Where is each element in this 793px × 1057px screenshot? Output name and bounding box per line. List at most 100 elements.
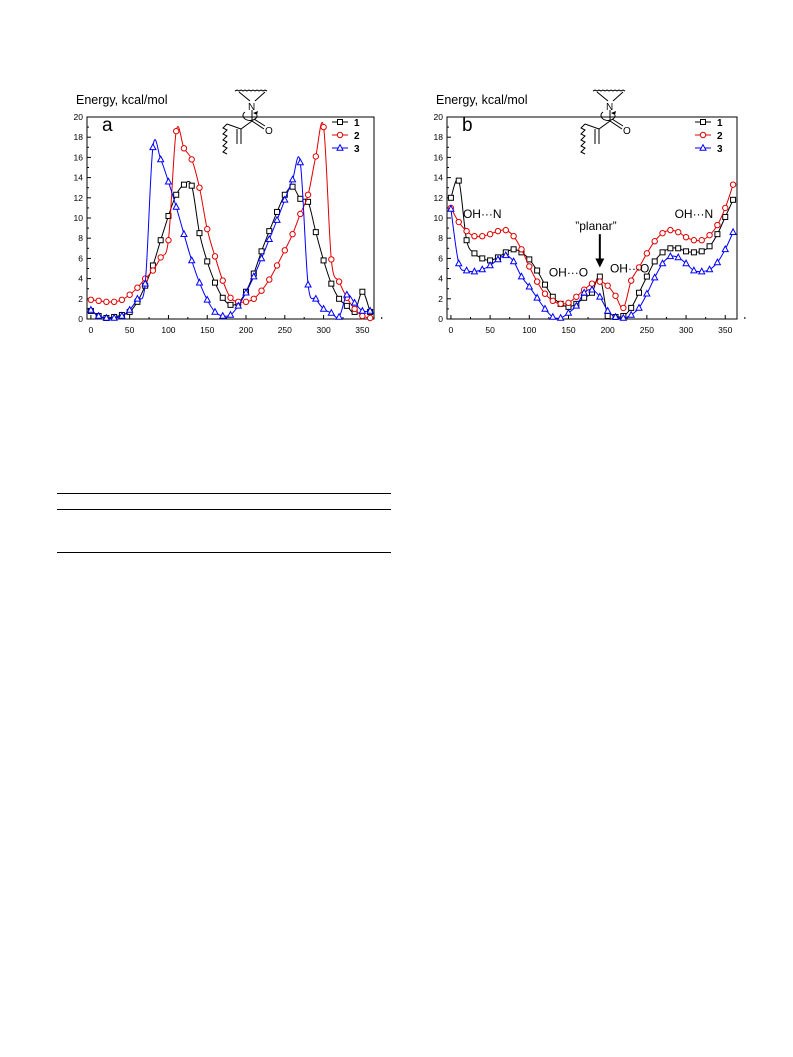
data-point	[328, 280, 335, 287]
data-point	[280, 195, 289, 203]
data-point	[557, 300, 564, 308]
panel-label: b	[462, 115, 473, 136]
data-point	[541, 281, 548, 288]
data-point	[697, 267, 706, 275]
data-point	[603, 306, 612, 314]
data-point	[698, 248, 705, 255]
data-point	[219, 294, 226, 301]
table-header-rule	[57, 509, 391, 510]
data-point	[565, 299, 572, 307]
data-point	[281, 247, 288, 254]
data-point	[227, 301, 234, 308]
data-point	[273, 262, 281, 269]
annotation-label: ”planar”	[575, 219, 616, 233]
rotation-arrowhead	[253, 111, 258, 115]
data-point	[478, 265, 487, 273]
data-point	[335, 278, 343, 285]
table-bottom-rule	[57, 552, 391, 553]
data-point	[470, 267, 479, 275]
data-point	[102, 313, 111, 321]
data-point	[730, 196, 737, 203]
data-point	[627, 310, 636, 318]
legend-marker	[699, 143, 707, 151]
data-point	[188, 156, 195, 163]
data-point	[226, 310, 235, 318]
data-point	[187, 256, 196, 264]
data-point	[729, 181, 737, 188]
data-point	[351, 305, 358, 313]
data-point	[126, 291, 133, 298]
data-point	[304, 191, 312, 198]
x-tick-label: 200	[601, 325, 615, 335]
data-point	[266, 228, 273, 235]
data-point	[118, 296, 126, 304]
data-point	[447, 204, 455, 212]
data-point	[658, 259, 667, 267]
data-point	[250, 295, 257, 302]
data-point	[165, 237, 172, 244]
data-point	[343, 290, 351, 298]
data-point	[156, 155, 165, 163]
data-point	[713, 258, 722, 266]
data-point	[604, 312, 611, 319]
data-point	[94, 311, 103, 319]
data-point	[343, 302, 350, 309]
data-point	[327, 308, 336, 316]
data-point	[157, 237, 164, 244]
bond	[609, 120, 623, 130]
data-point	[180, 145, 188, 152]
data-point	[682, 233, 690, 241]
wavy-bond	[234, 89, 268, 92]
legend-label: 3	[717, 144, 723, 155]
data-point	[350, 298, 359, 306]
data-point	[705, 265, 714, 273]
data-point	[698, 237, 705, 244]
data-point	[706, 243, 713, 250]
data-point	[667, 226, 674, 234]
y-tick-label: 4	[78, 274, 83, 284]
series-2	[447, 181, 737, 312]
data-point	[510, 246, 517, 253]
data-point	[541, 290, 549, 297]
data-point	[164, 177, 173, 185]
data-point	[311, 294, 320, 302]
y-tick-label: 8	[438, 233, 443, 243]
y-tick-label: 2	[438, 294, 443, 304]
data-point	[706, 231, 713, 239]
data-point	[604, 282, 611, 289]
data-point	[157, 254, 164, 261]
data-point	[265, 234, 274, 243]
legend-label: 2	[354, 131, 360, 142]
molecule-structure-sketch: NO	[222, 89, 273, 155]
data-point	[103, 298, 110, 306]
legend-marker	[336, 143, 344, 151]
data-point	[454, 259, 463, 267]
data-point	[502, 226, 509, 234]
rotation-arrow	[600, 111, 616, 121]
data-point	[722, 213, 729, 220]
series-2	[87, 122, 374, 322]
series-line	[90, 122, 371, 319]
data-point	[359, 288, 366, 295]
x-tick-label: 300	[316, 325, 330, 335]
y-tick-label: 10	[434, 213, 444, 223]
data-point	[510, 232, 517, 240]
series-3	[447, 204, 737, 321]
data-point	[620, 304, 627, 312]
data-point	[203, 295, 212, 303]
data-point	[659, 249, 666, 256]
x-tick-label: 150	[200, 325, 214, 335]
x-tick-label: 200	[239, 325, 253, 335]
data-point	[234, 301, 243, 309]
data-point	[548, 312, 557, 320]
data-point	[134, 284, 141, 291]
data-point	[149, 267, 157, 274]
data-point	[580, 288, 588, 296]
atom-O: O	[623, 126, 631, 137]
plot-frame	[86, 116, 375, 320]
bond	[611, 118, 624, 127]
y-tick-label: 12	[434, 193, 444, 203]
data-point	[675, 245, 682, 252]
data-point	[288, 175, 297, 183]
